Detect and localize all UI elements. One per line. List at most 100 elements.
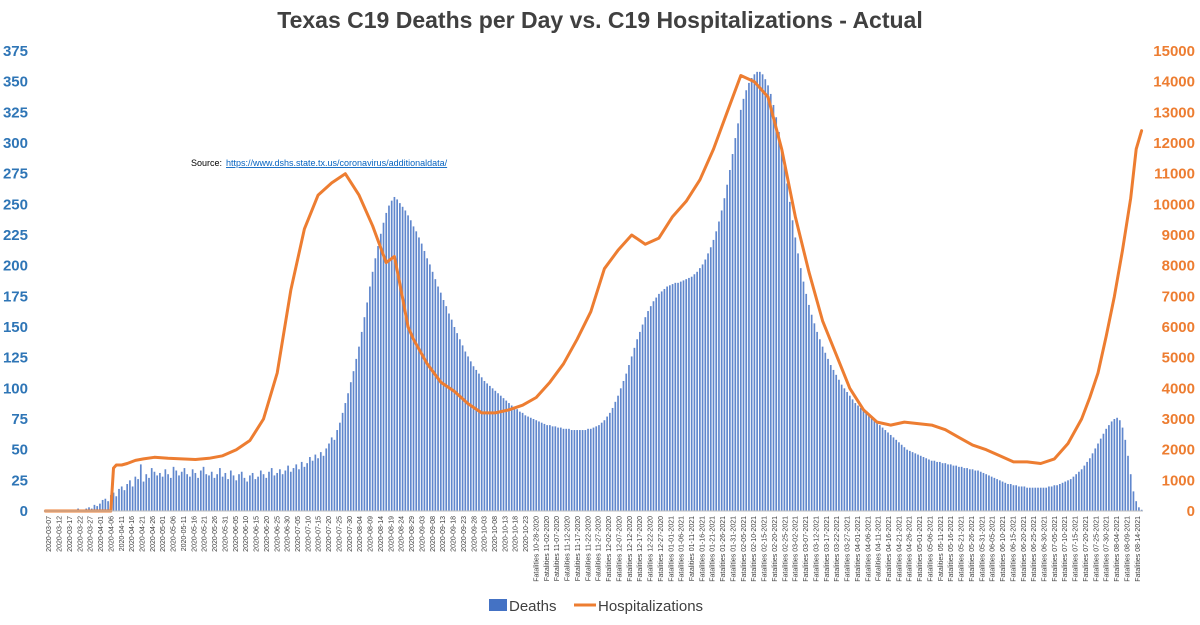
deaths-bar <box>1140 509 1143 511</box>
deaths-bar <box>349 382 352 511</box>
deaths-bar <box>963 468 966 511</box>
deaths-bar <box>115 496 118 511</box>
x-tick-label: 2020-07-25 <box>337 516 344 552</box>
deaths-bar <box>878 425 881 511</box>
deaths-bar <box>494 390 497 511</box>
deaths-bar <box>996 479 998 511</box>
deaths-bar <box>955 465 958 511</box>
deaths-bar <box>1072 476 1075 511</box>
deaths-bar <box>254 479 257 511</box>
deaths-bar <box>1031 487 1034 511</box>
deaths-bar <box>390 200 393 511</box>
deaths-bar <box>483 380 486 511</box>
deaths-bar <box>630 356 633 511</box>
x-tick-label: 2020-06-20 <box>264 516 271 552</box>
deaths-bar <box>388 205 390 511</box>
deaths-bar <box>647 311 649 511</box>
deaths-bar <box>527 416 529 511</box>
deaths-bar <box>317 458 319 511</box>
deaths-bar <box>1050 486 1053 511</box>
deaths-bar <box>532 419 535 511</box>
deaths-bar <box>1056 485 1058 511</box>
deaths-bar <box>690 276 693 511</box>
deaths-bar <box>625 373 628 511</box>
x-tick-label: 2020-04-21 <box>140 516 147 552</box>
deaths-bar <box>314 454 317 511</box>
deaths-bar <box>319 452 322 511</box>
deaths-bar <box>549 425 551 511</box>
x-tick-label: 2020-05-31 <box>222 516 229 552</box>
x-tick-label: 2020-08-04 <box>357 516 364 552</box>
deaths-bar <box>472 366 475 511</box>
deaths-bar <box>1075 474 1078 511</box>
deaths-bar <box>276 472 279 511</box>
deaths-bar <box>1045 487 1048 511</box>
deaths-bar <box>565 428 568 511</box>
deaths-bar <box>898 442 900 511</box>
deaths-bar <box>401 206 404 512</box>
deaths-bar <box>914 453 917 511</box>
x-tick-label: Fatalities 07-15-2021 <box>1073 516 1080 582</box>
x-tick-label: Fatalities 06-10-2021 <box>1000 516 1007 582</box>
deaths-bar <box>540 422 543 511</box>
deaths-bar <box>958 466 960 511</box>
deaths-bar <box>753 74 756 511</box>
deaths-bar <box>679 281 682 511</box>
deaths-bar <box>268 471 270 511</box>
deaths-bar <box>600 422 603 511</box>
deaths-bar <box>709 247 712 511</box>
deaths-bar <box>1127 455 1129 511</box>
deaths-bar <box>868 415 870 511</box>
deaths-bar <box>167 474 169 511</box>
hospitalizations-line-layer <box>43 74 1144 513</box>
deaths-bar <box>737 123 739 512</box>
deaths-bar <box>911 452 914 511</box>
deaths-bar <box>298 469 300 511</box>
deaths-bar <box>606 416 608 511</box>
deaths-bar <box>1078 471 1080 511</box>
right-y-tick-label: 9000 <box>1162 227 1195 244</box>
deaths-bar <box>857 405 859 511</box>
x-tick-label: 2020-09-03 <box>419 516 426 552</box>
x-tick-label: 2020-06-05 <box>233 516 240 552</box>
x-tick-label: 2020-03-17 <box>67 516 74 552</box>
deaths-bar <box>745 90 748 511</box>
deaths-bar <box>993 477 996 511</box>
deaths-bar <box>393 196 396 511</box>
deaths-bar <box>442 300 445 511</box>
x-tick-label: Fatalities 02-10-2021 <box>751 516 758 582</box>
deaths-bar <box>759 71 761 511</box>
deaths-bar <box>328 443 330 511</box>
deaths-bar <box>1102 433 1105 511</box>
deaths-bar <box>366 302 368 511</box>
deaths-bar <box>723 198 726 511</box>
x-tick-label: Fatalities 06-30-2021 <box>1042 516 1049 582</box>
deaths-bar <box>145 474 148 511</box>
deaths-bar <box>933 460 936 511</box>
x-tick-label: Fatalities 03-27-2021 <box>845 516 852 582</box>
deaths-bar <box>919 455 922 511</box>
deaths-bar <box>1097 443 1099 511</box>
deaths-bar <box>884 430 887 511</box>
deaths-bar <box>459 339 461 511</box>
deaths-bar <box>347 393 349 511</box>
deaths-bar <box>232 475 235 511</box>
source-link[interactable]: https://www.dshs.state.tx.us/coronavirus… <box>226 158 448 168</box>
deaths-bar <box>322 455 325 511</box>
deaths-bar <box>718 221 720 511</box>
deaths-bar <box>123 490 126 511</box>
deaths-bar <box>377 246 379 512</box>
deaths-bar <box>669 285 671 511</box>
deaths-bar <box>1023 486 1026 511</box>
deaths-bar <box>1129 474 1132 511</box>
deaths-bar <box>576 430 578 511</box>
deaths-bar <box>617 395 619 511</box>
deaths-bar <box>205 474 208 511</box>
deaths-bar <box>889 434 892 511</box>
x-tick-label: 2020-10-08 <box>492 516 499 552</box>
deaths-bar <box>445 306 448 511</box>
deaths-bar <box>900 444 903 511</box>
deaths-bar <box>306 463 308 511</box>
deaths-bar <box>150 468 153 511</box>
deaths-bar <box>791 220 794 511</box>
